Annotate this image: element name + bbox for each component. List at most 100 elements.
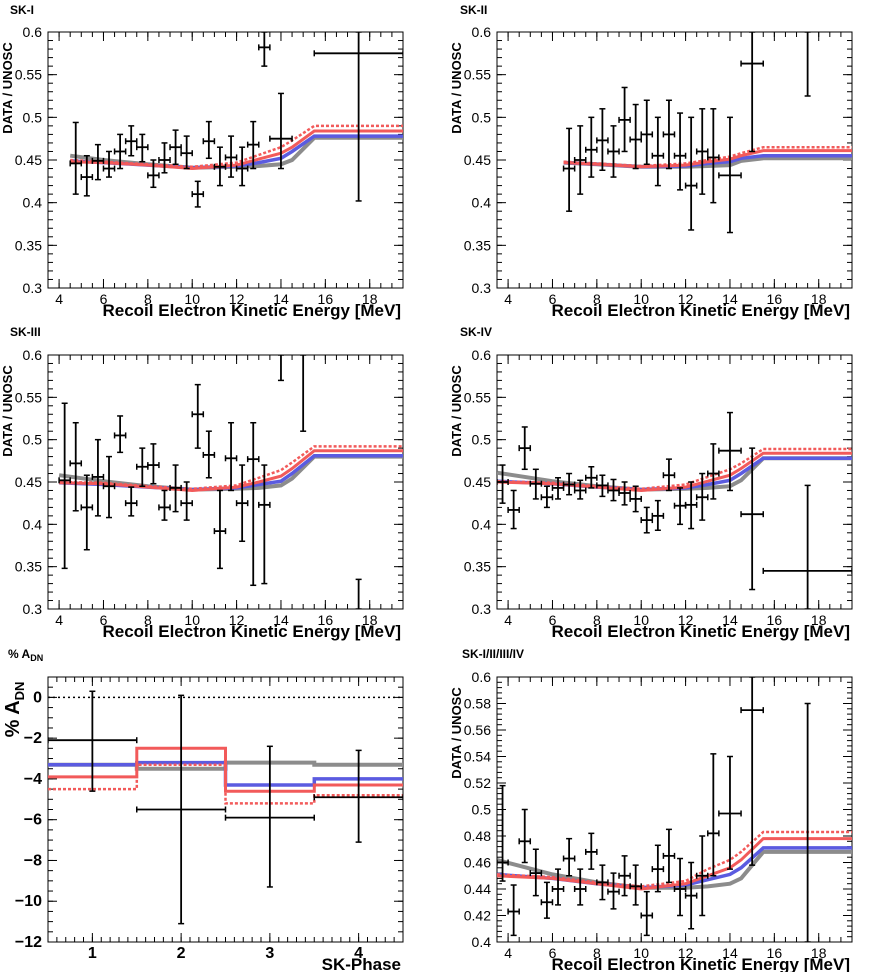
y-tick-label: 0.55 xyxy=(464,67,491,83)
y-tick-label: 0.45 xyxy=(464,152,491,168)
data-point xyxy=(662,828,676,884)
data-point xyxy=(740,447,764,591)
x-tick-label: 6 xyxy=(549,945,557,961)
y-axis-label: % ADN xyxy=(2,682,27,738)
data-point xyxy=(147,443,160,485)
panel-title: SK-II xyxy=(460,3,487,17)
data-point xyxy=(804,32,811,97)
y-tick-label: 0.3 xyxy=(472,280,492,296)
y-axis-label-subscript: DN xyxy=(12,682,27,701)
data-point xyxy=(169,129,182,166)
data-point xyxy=(740,32,764,153)
data-point xyxy=(695,835,709,917)
data-point xyxy=(629,485,642,513)
data-point xyxy=(607,125,620,178)
data-point xyxy=(113,133,127,170)
data-point xyxy=(191,180,205,208)
data-point xyxy=(48,690,138,792)
plot-area xyxy=(69,32,403,208)
x-tick-label: 2 xyxy=(177,945,186,962)
y-tick-label: 0.45 xyxy=(15,474,42,490)
data-point xyxy=(80,474,94,551)
data-point xyxy=(235,464,249,543)
data-point xyxy=(629,864,642,906)
data-point xyxy=(684,861,698,930)
data-point xyxy=(695,472,709,521)
data-point xyxy=(640,506,654,534)
panel-title: SK-IV xyxy=(460,325,492,339)
x-axis-label: Recoil Electron Kinetic Energy [MeV] xyxy=(551,622,850,641)
x-tick-label: 3 xyxy=(265,945,274,962)
plot-area xyxy=(58,355,403,609)
x-tick-label: 12 xyxy=(678,945,694,961)
data-point xyxy=(695,108,709,195)
x-tick-label: 16 xyxy=(767,945,783,961)
x-tick-label: 8 xyxy=(593,291,601,307)
data-point xyxy=(191,383,205,449)
y-tick-label: 0.48 xyxy=(464,828,491,844)
data-point xyxy=(202,430,216,479)
data-point xyxy=(147,159,160,189)
data-point xyxy=(529,468,543,500)
data-point xyxy=(497,784,509,882)
data-point xyxy=(573,479,587,500)
y-tick-label: 0.35 xyxy=(464,559,491,575)
data-point xyxy=(136,694,227,925)
y-tick-label: 0.5 xyxy=(23,432,43,448)
data-point xyxy=(313,32,403,202)
y-tick-label: −4 xyxy=(24,771,42,788)
x-tick-label: 8 xyxy=(593,945,601,961)
data-point xyxy=(300,355,307,432)
x-tick-label: 4 xyxy=(55,612,63,628)
x-tick-label: 4 xyxy=(354,945,363,962)
y-tick-label: 0.6 xyxy=(472,24,492,40)
data-point xyxy=(673,487,687,526)
data-point xyxy=(313,749,403,843)
x-tick-label: 14 xyxy=(722,291,738,307)
data-point xyxy=(169,464,182,513)
y-tick-label: −2 xyxy=(24,730,42,747)
data-point xyxy=(91,143,105,181)
data-point xyxy=(718,411,742,492)
x-tick-label: 18 xyxy=(811,945,827,961)
y-tick-label: 0.58 xyxy=(464,696,491,712)
data-point xyxy=(69,421,83,512)
x-tick-label: 16 xyxy=(318,612,334,628)
y-tick-label: 0.45 xyxy=(15,152,42,168)
data-point xyxy=(740,677,764,866)
y-tick-label: 0.46 xyxy=(464,855,491,871)
data-point xyxy=(507,489,520,530)
x-tick-label: 1 xyxy=(88,945,97,962)
data-point xyxy=(69,121,83,195)
data-point xyxy=(762,484,852,609)
data-point xyxy=(497,464,509,504)
x-tick-label: 8 xyxy=(144,612,152,628)
x-tick-label: 4 xyxy=(55,291,63,307)
x-axis-label: SK-Phase xyxy=(322,955,401,972)
x-tick-label: 12 xyxy=(678,291,694,307)
x-tick-label: 12 xyxy=(678,612,694,628)
x-tick-label: 6 xyxy=(100,291,108,307)
data-point xyxy=(213,489,227,570)
x-axis-label: Recoil Electron Kinetic Energy [MeV] xyxy=(102,301,401,320)
data-point xyxy=(585,466,598,489)
data-point xyxy=(355,578,362,609)
y-tick-label: 0.52 xyxy=(464,775,491,791)
panel-sk-i-ii-iii-iv: 0.4 0.42 0.44 0.46 0.48 0.5 0.52 0.54 0.56 0.58 0.… xyxy=(449,647,853,972)
y-tick-label: 0.44 xyxy=(464,881,491,897)
y-tick-label: 0 xyxy=(33,689,42,706)
data-point xyxy=(224,421,238,492)
data-point xyxy=(258,464,271,585)
y-tick-label: 0.56 xyxy=(464,722,491,738)
data-point xyxy=(213,146,227,187)
panel-title: SK-III xyxy=(10,325,41,339)
data-point xyxy=(629,103,642,170)
panel-title: % ADN xyxy=(8,647,43,663)
panel-adn: −12 −10 −8 −6 −4 −2 0 1 2 3 4 % ADN % ADN SK-Phase xyxy=(2,647,404,972)
data-point xyxy=(246,120,260,170)
data-point xyxy=(136,133,149,163)
x-tick-label: 14 xyxy=(722,612,738,628)
y-tick-label: 0.5 xyxy=(472,109,492,125)
panel-title: SK-I/II/III/IV xyxy=(462,647,524,661)
